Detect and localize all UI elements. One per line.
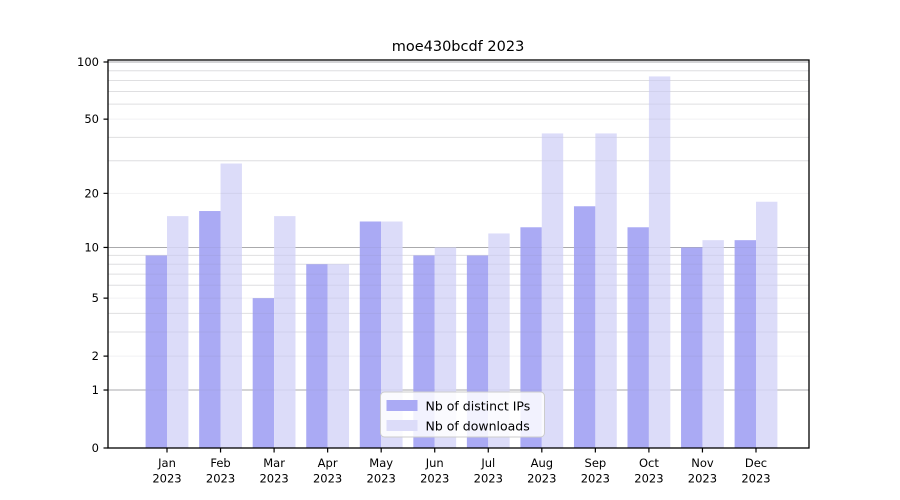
x-tick-label-mar: Mar 2023	[259, 456, 288, 486]
bar-distinct-ips-oct	[627, 227, 649, 448]
tick-labels: 0 1 2 5 10 20 50 100 Jan 2023 Feb 2023 Mar 2023 Apr 202…	[77, 55, 771, 486]
y-tick-label-0: 0	[92, 441, 99, 455]
bar-distinct-ips-dec	[734, 240, 756, 448]
bar-distinct-ips-nov	[681, 247, 703, 448]
bar-downloads-mar	[274, 216, 296, 448]
x-tick-label-apr: Apr 2023	[313, 456, 342, 486]
x-tick-label-jul: Jul 2023	[474, 456, 503, 486]
y-tick-label-50: 50	[84, 112, 99, 126]
y-tick-label-100: 100	[77, 55, 99, 69]
y-tick-label-2: 2	[92, 349, 99, 363]
x-tick-label-jan: Jan 2023	[152, 456, 181, 486]
legend-box	[380, 391, 545, 438]
tick-marks	[103, 61, 757, 453]
x-tick-label-dec: Dec 2023	[741, 456, 770, 486]
legend-swatch-downloads	[386, 420, 418, 431]
legend: Nb of distinct IPs Nb of downloads	[380, 391, 545, 438]
chart-title: moe430bcdf 2023	[392, 39, 525, 55]
y-tick-label-20: 20	[84, 186, 99, 200]
x-tick-label-feb: Feb 2023	[206, 456, 235, 486]
bar-downloads-may	[381, 221, 403, 448]
bar-downloads-feb	[220, 163, 242, 448]
bar-downloads-jan	[167, 216, 189, 448]
bar-distinct-ips-sep	[573, 206, 596, 448]
bar-distinct-ips-jan	[145, 255, 167, 448]
x-tick-label-sep: Sep 2023	[581, 456, 610, 486]
x-tick-label-jun: Jun 2023	[420, 456, 449, 486]
x-tick-label-oct: Oct 2023	[634, 456, 663, 486]
y-tick-label-5: 5	[92, 291, 99, 305]
plot-border	[107, 59, 810, 449]
x-tick-label-aug: Aug 2023	[527, 456, 556, 486]
legend-label-downloads: Nb of downloads	[426, 419, 530, 434]
bar-downloads-sep	[595, 133, 617, 449]
axes	[107, 59, 810, 449]
bar-downloads-nov	[702, 240, 724, 448]
bar-downloads-apr	[327, 264, 350, 448]
bar-downloads-aug	[541, 133, 564, 449]
x-tick-label-may: May 2023	[367, 456, 396, 486]
legend-label-distinct-ips: Nb of distinct IPs	[426, 399, 531, 414]
y-tick-label-1: 1	[92, 383, 99, 397]
bar-distinct-ips-apr	[306, 264, 328, 448]
bar-distinct-ips-may	[359, 221, 382, 448]
x-tick-label-nov: Nov 2023	[688, 456, 717, 486]
bar-distinct-ips-feb	[199, 211, 221, 448]
bar-downloads-dec	[755, 201, 778, 448]
gridline-overlay	[108, 61, 809, 391]
y-tick-label-10: 10	[84, 240, 99, 254]
legend-swatch-distinct-ips	[386, 400, 418, 411]
bar-downloads-oct	[648, 76, 671, 449]
bar-distinct-ips-mar	[252, 298, 275, 448]
